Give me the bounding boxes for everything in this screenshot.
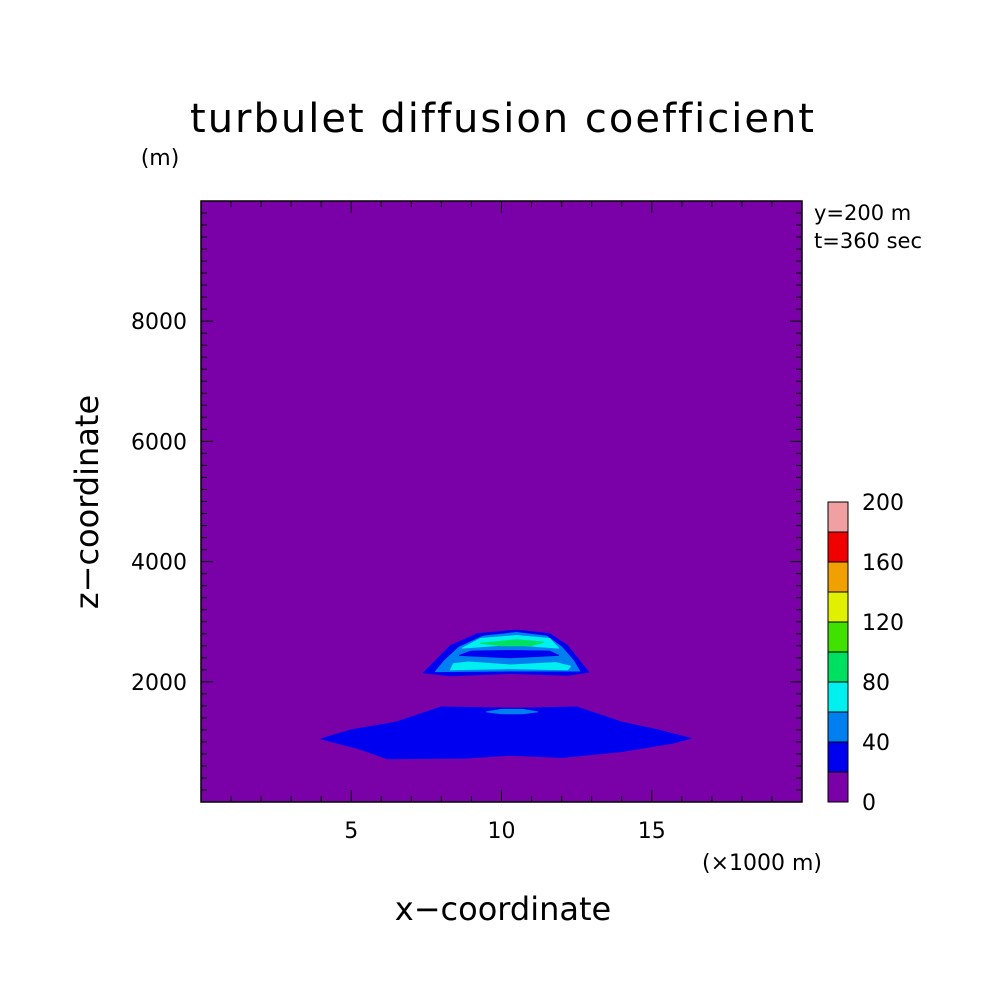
x-tick-label-2: 15 <box>638 819 666 844</box>
colorbar-label-3: 120 <box>862 611 904 636</box>
x-tick-labels: 5 10 15 <box>344 819 666 844</box>
contour-region-6 <box>480 639 545 647</box>
contour-region-0 <box>320 706 692 760</box>
x-axis-unit: (×1000 m) <box>702 851 822 876</box>
chart-title: turbulet diffusion coefficient <box>190 96 816 142</box>
y-tick-label-1: 4000 <box>131 551 187 576</box>
y-tick-label-0: 2000 <box>131 671 187 696</box>
colorbar-label-1: 40 <box>862 731 890 756</box>
colorbar-swatch-1 <box>827 741 849 773</box>
colorbar-swatch-8 <box>827 531 849 563</box>
colorbar-label-5: 200 <box>862 491 904 516</box>
y-unit-label: (m) <box>141 146 180 171</box>
plot-area <box>201 201 802 802</box>
colorbar-swatch-5 <box>827 621 849 653</box>
colorbar <box>827 501 849 803</box>
colorbar-label-2: 80 <box>862 671 890 696</box>
y-axis-label: z−coordinate <box>68 395 106 609</box>
colorbar-swatch-9 <box>827 501 849 533</box>
x-axis-label: x−coordinate <box>395 890 611 928</box>
contour-region-4 <box>449 661 572 671</box>
y-tick-labels: 2000 4000 6000 8000 <box>131 310 187 696</box>
contour-background <box>201 201 802 802</box>
colorbar-labels: 0 40 80 120 160 200 <box>862 491 904 816</box>
y-tick-label-3: 8000 <box>131 310 187 335</box>
x-tick-label-1: 10 <box>488 819 516 844</box>
y-tick-label-2: 6000 <box>131 430 187 455</box>
colorbar-swatch-2 <box>827 711 849 743</box>
colorbar-swatch-0 <box>827 771 849 803</box>
colorbar-swatch-7 <box>827 561 849 593</box>
tick-marks <box>201 201 802 802</box>
colorbar-label-4: 160 <box>862 551 904 576</box>
colorbar-label-0: 0 <box>862 791 876 816</box>
colorbar-swatch-3 <box>827 681 849 713</box>
contour-region-1 <box>486 708 539 715</box>
annotation-time: t=360 sec <box>814 229 922 253</box>
contour-region-7 <box>458 650 560 659</box>
colorbar-swatch-4 <box>827 651 849 683</box>
colorbar-swatch-6 <box>827 591 849 623</box>
x-tick-label-0: 5 <box>344 819 358 844</box>
annotation-y-value: y=200 m <box>814 201 911 225</box>
